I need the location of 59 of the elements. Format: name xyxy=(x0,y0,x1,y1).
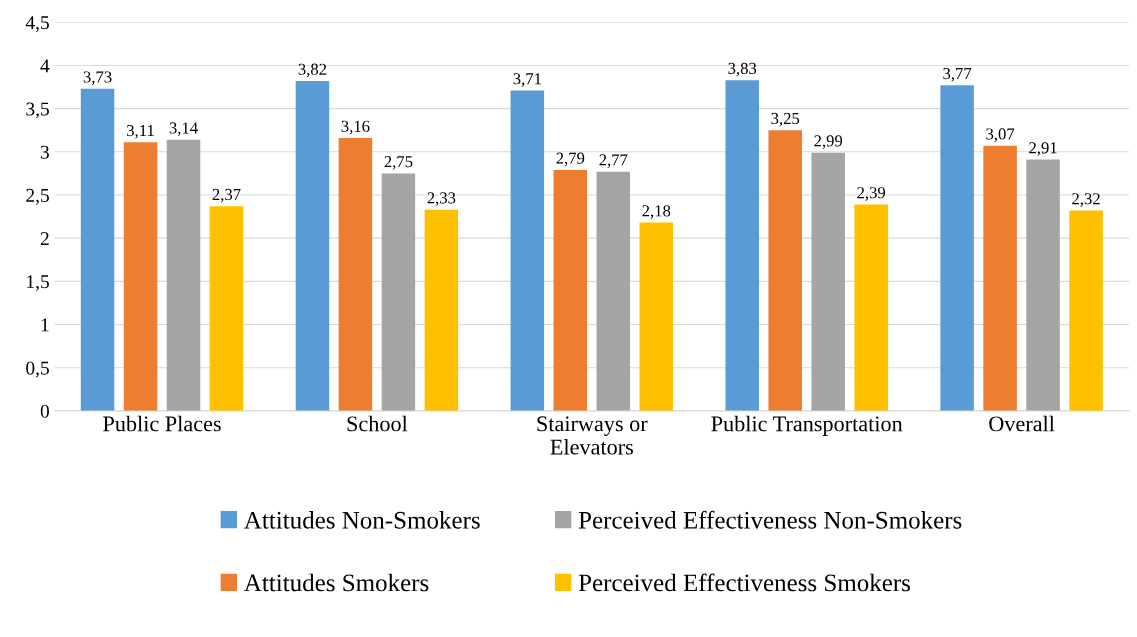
bar xyxy=(381,173,416,411)
y-tick-label: 0,5 xyxy=(26,361,49,378)
legend-label: Attitudes Smokers xyxy=(244,573,429,592)
bar xyxy=(854,204,888,411)
bar xyxy=(553,169,588,411)
bar xyxy=(295,81,330,411)
data-label: 3,71 xyxy=(513,73,541,87)
bar xyxy=(725,80,759,411)
y-tick-label: 4 xyxy=(40,59,50,73)
bar xyxy=(338,138,373,411)
bar xyxy=(80,88,115,411)
bar xyxy=(1026,159,1060,411)
data-label: 2,32 xyxy=(1072,193,1100,207)
data-label: 3,07 xyxy=(986,128,1015,143)
x-tick-label: Stairways or Elevators xyxy=(537,416,648,455)
data-label: 3,82 xyxy=(298,63,327,78)
data-label: 3,25 xyxy=(771,112,800,127)
bar xyxy=(811,152,845,411)
bar xyxy=(1069,210,1103,411)
y-tick-label: 2,5 xyxy=(26,188,49,205)
x-tick-label: Public Transportation xyxy=(711,415,903,436)
y-tick-label: 1 xyxy=(41,318,49,332)
bar xyxy=(983,145,1017,411)
data-label: 2,18 xyxy=(642,205,671,219)
data-label: 3,83 xyxy=(728,62,757,77)
bar xyxy=(510,90,545,411)
bar xyxy=(166,139,201,411)
bar xyxy=(123,142,158,411)
data-label: 2,75 xyxy=(384,156,413,170)
y-tick-label: 0 xyxy=(40,404,49,418)
data-label: 2,77 xyxy=(599,154,628,168)
data-label: 2,91 xyxy=(1029,142,1057,156)
bar xyxy=(768,130,802,411)
legend-label: Attitudes Non-Smokers xyxy=(244,511,480,529)
data-label: 2,99 xyxy=(814,135,843,149)
x-tick-label: School xyxy=(347,415,408,432)
y-tick-label: 3 xyxy=(40,145,49,159)
x-tick-label: Overall xyxy=(989,415,1055,432)
y-tick-label: 1,5 xyxy=(27,275,49,292)
bar xyxy=(639,222,674,411)
data-label: 3,11 xyxy=(127,124,154,139)
data-label: 2,39 xyxy=(857,187,886,201)
data-label: 3,14 xyxy=(169,122,198,136)
y-tick-label: 3,5 xyxy=(26,102,49,119)
y-tick-label: 4,5 xyxy=(25,16,49,33)
legend-label: Perceived Effectiveness Non-Smokers xyxy=(578,510,962,529)
data-label: 2,79 xyxy=(556,152,585,167)
data-label: 3,77 xyxy=(943,67,972,82)
bar xyxy=(209,206,244,411)
bar xyxy=(940,85,974,411)
data-label: 2,37 xyxy=(212,188,241,203)
bar xyxy=(596,171,631,411)
data-label: 3,16 xyxy=(341,120,370,135)
y-tick-label: 2 xyxy=(40,232,49,245)
data-label: 3,73 xyxy=(83,71,112,86)
data-label: 2,33 xyxy=(427,192,456,206)
x-tick-label: Public Places xyxy=(103,415,221,432)
bar xyxy=(424,209,459,411)
legend-label: Perceived Effectiveness Smokers xyxy=(578,573,910,592)
